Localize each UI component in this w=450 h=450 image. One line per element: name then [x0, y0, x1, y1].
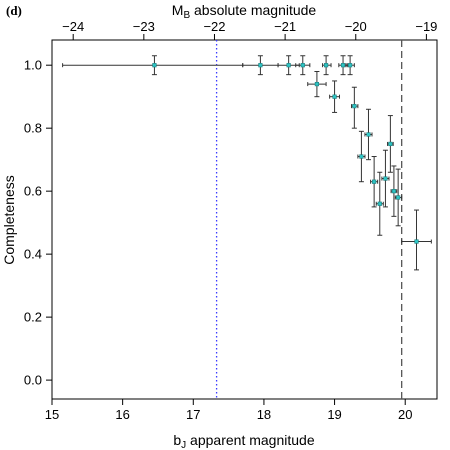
data-point	[314, 81, 320, 87]
panel-label: (d)	[6, 3, 22, 18]
y-axis-title: Completeness	[1, 175, 17, 265]
x-axis-title: bJ apparent magnitude	[173, 432, 314, 450]
top-tick-label: −22	[203, 19, 225, 34]
bottom-x-axis: 15 16 17 18 19 20	[45, 399, 412, 422]
data-point	[352, 104, 357, 109]
y-tick-label: 1.0	[24, 58, 42, 73]
top-tick-label: −21	[274, 19, 296, 34]
top-tick-label: −23	[133, 19, 155, 34]
y-tick-label: 0.2	[24, 310, 42, 325]
data-point	[300, 63, 305, 68]
x-tick-label: 20	[398, 407, 412, 422]
x-tick-label: 17	[186, 407, 200, 422]
top-tick-label: −19	[415, 19, 437, 34]
data-points	[62, 55, 432, 271]
y-tick-label: 0.8	[24, 121, 42, 136]
data-point	[396, 195, 401, 200]
data-point	[383, 176, 388, 181]
data-point	[366, 132, 371, 137]
x-tick-label: 16	[115, 407, 129, 422]
data-point	[372, 179, 377, 184]
data-point	[152, 63, 157, 68]
data-point	[340, 63, 346, 68]
x-tick-label: 15	[45, 407, 59, 422]
x-tick-label: 18	[257, 407, 271, 422]
data-point	[359, 154, 364, 159]
data-point	[388, 141, 393, 147]
top-tick-label: −20	[345, 19, 367, 34]
reference-lines	[215, 40, 403, 399]
data-point	[377, 201, 382, 206]
top-tick-label: −24	[62, 19, 84, 34]
data-point	[332, 94, 337, 99]
data-point	[258, 63, 263, 68]
y-tick-label: 0.4	[24, 247, 42, 262]
left-y-axis: 0.0 0.2 0.4 0.6 0.8 1.0	[24, 58, 52, 388]
top-axis-title: MB absolute magnitude	[172, 2, 317, 21]
y-tick-label: 0.6	[24, 184, 42, 199]
data-point	[391, 189, 397, 194]
data-point	[323, 63, 329, 68]
x-tick-label: 19	[327, 407, 341, 422]
data-point	[414, 239, 419, 244]
plot-frame	[51, 39, 438, 400]
data-point	[348, 63, 353, 68]
y-tick-label: 0.0	[24, 373, 42, 388]
top-x-axis: −24 −23 −22 −21 −20 −19	[62, 19, 437, 40]
data-point	[286, 63, 291, 68]
